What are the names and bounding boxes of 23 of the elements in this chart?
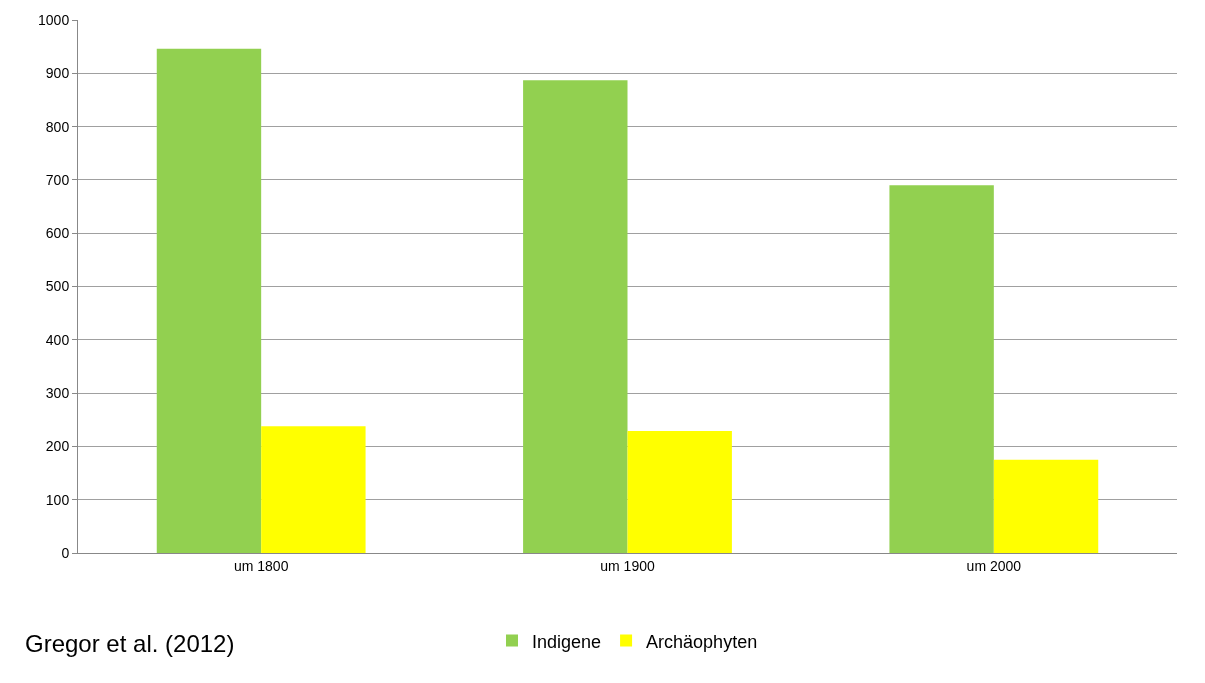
y-tick-label: 600 <box>45 225 70 242</box>
y-tick-label: 1000 <box>38 11 70 28</box>
x-tick-label: um 1900 <box>600 557 655 574</box>
x-tick-label: um 1800 <box>233 557 289 574</box>
y-tick-label: 900 <box>45 65 70 82</box>
y-tick-label: 400 <box>45 331 70 348</box>
bar <box>627 430 732 553</box>
legend-label: Archäophyten <box>646 631 758 652</box>
bar <box>889 185 994 553</box>
x-tick-label: um 2000 <box>966 557 1022 574</box>
legend-label: Indigene <box>532 631 602 652</box>
y-tick-label: 800 <box>45 118 70 135</box>
y-tick-label: 500 <box>45 278 70 295</box>
y-tick-label: 700 <box>45 171 70 188</box>
y-tick-label: 200 <box>45 438 70 455</box>
y-tick-label: 100 <box>45 491 70 508</box>
text: Gregor et al. (2012) <box>25 630 235 657</box>
bar <box>156 48 262 553</box>
y-tick-label: 300 <box>45 385 70 401</box>
bar <box>523 80 628 553</box>
bar <box>993 459 1099 553</box>
bar <box>261 426 366 553</box>
y-tick-label: 0 <box>61 544 70 561</box>
